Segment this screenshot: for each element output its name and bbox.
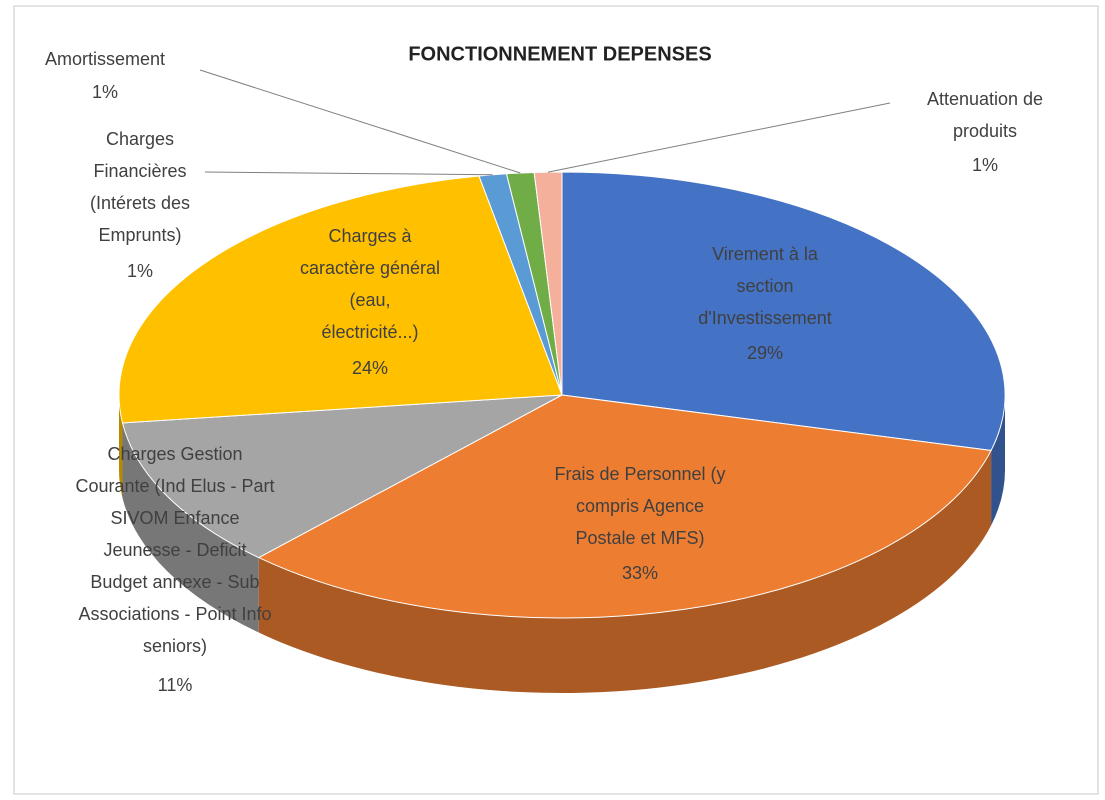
slice-label-line: Budget annexe - Sub <box>90 572 259 592</box>
slice-label: Attenuation de produits <box>927 89 1043 141</box>
slice-value-label: 1% <box>92 82 118 102</box>
slice-label-line: Financières <box>93 161 186 181</box>
slice-label-line: Frais de Personnel (y <box>554 464 725 484</box>
slice <box>118 175 563 424</box>
slice-label-line: Charges à <box>328 226 412 246</box>
slice-label: Charges Gestion Courante (Ind Elus - Part… <box>75 444 274 656</box>
slice-label-line: section <box>736 276 793 296</box>
slice-label: Virement à la section d'Investissement <box>698 244 832 328</box>
slice-label: Amortissement <box>45 49 165 69</box>
leader-line <box>547 102 891 173</box>
slice-label-line: seniors) <box>143 636 207 656</box>
slice-label-line: SIVOM Enfance <box>110 508 239 528</box>
slice-label-line: Emprunts) <box>98 225 181 245</box>
slice-label-line: Charges <box>106 129 174 149</box>
slice-label-line: Virement à la <box>712 244 819 264</box>
slice-side <box>991 395 1005 526</box>
slice-label-line: Jeunesse - Deficit <box>103 540 246 560</box>
slice-label-line: compris Agence <box>576 496 704 516</box>
slice <box>257 394 992 619</box>
slice-side <box>258 450 992 693</box>
leader-line <box>199 69 521 174</box>
slice-value-label: 29% <box>747 343 783 363</box>
slice-value-label: 11% <box>158 675 193 695</box>
slice-label-line: produits <box>953 121 1017 141</box>
leader-line <box>204 171 493 176</box>
slice-label: Charges à caractère général (eau, électrici… <box>300 226 440 342</box>
slice <box>121 394 563 559</box>
slice-label-line: Courante (Ind Elus - Part <box>75 476 274 496</box>
slice-label-line: Amortissement <box>45 49 165 69</box>
slice-label-line: Charges Gestion <box>107 444 242 464</box>
chart-title: FONCTIONNEMENT DEPENSES <box>408 43 711 65</box>
slice-label-line: (Intérets des <box>90 193 190 213</box>
slice-label: Charges Financières (Intérets des Emprunts) <box>90 129 190 245</box>
slice-value-label: 1% <box>972 155 998 175</box>
slice-label-line: électricité...) <box>321 322 418 342</box>
slice-label-line: Attenuation de <box>927 89 1043 109</box>
slice-label-line: caractère général <box>300 258 440 278</box>
slice <box>561 171 1006 451</box>
slice-label-line: (eau, <box>349 290 390 310</box>
slice-label-line: d'Investissement <box>698 308 832 328</box>
slice-side <box>122 422 259 633</box>
slice-value-label: 24% <box>352 358 388 378</box>
slice-value-label: 33% <box>622 563 658 583</box>
slice-label-line: Associations - Point Info <box>78 604 271 624</box>
slice-label-line: Postale et MFS) <box>575 528 704 548</box>
slice-label: Frais de Personnel (y compris Agence Posta… <box>554 464 725 548</box>
slice-value-label: 1% <box>127 261 153 281</box>
